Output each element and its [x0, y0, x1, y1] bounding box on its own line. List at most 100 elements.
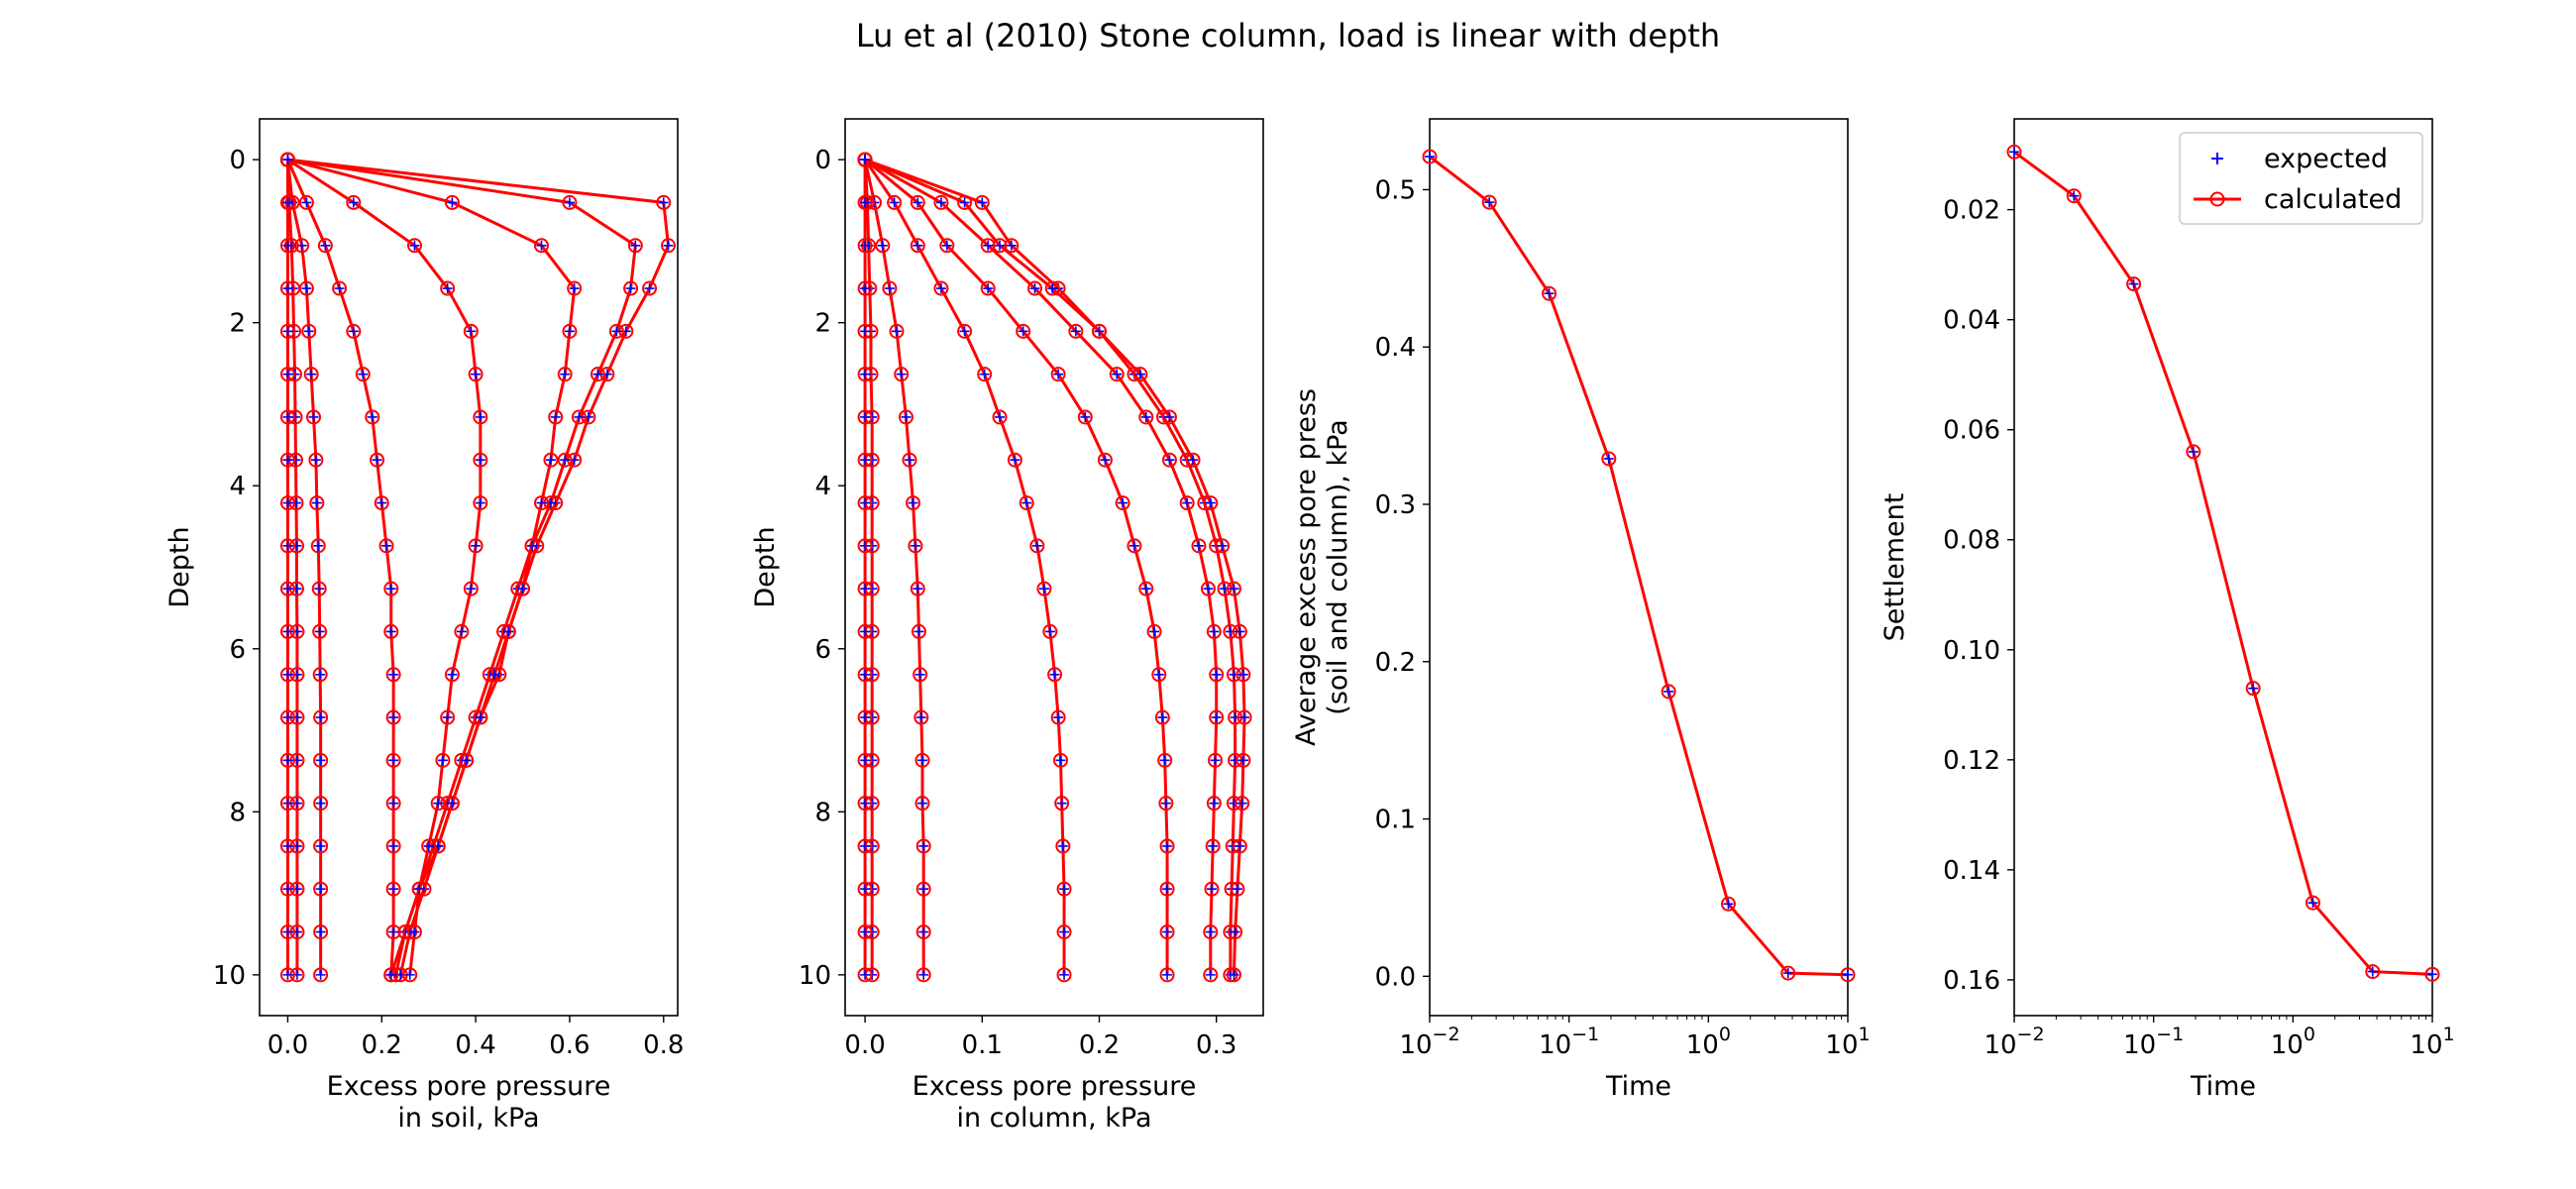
calculated-point: [406, 238, 422, 254]
calculated-point: [1050, 709, 1066, 725]
chart-column: 0.0 0.1 0.2 0.3 0 2 4 6 8 10 Excess pore pressure i…: [750, 118, 1264, 1134]
chart-settlement: 10−2 10−1 100 101 0.02 0.04 0.06 0.08 0.10 0.12 0.…: [1879, 118, 2455, 1102]
calculated-point: [533, 495, 549, 511]
calculated-point: [1092, 323, 1108, 339]
calculated-point: [627, 238, 643, 254]
expected-point: [860, 926, 871, 937]
y-tick-label: 2: [229, 309, 246, 339]
expected-point: [1229, 584, 1239, 594]
calculated-point: [430, 796, 446, 811]
calculated-point: [313, 709, 329, 725]
y-tick-label: 6: [814, 635, 831, 665]
calculated-point: [1209, 667, 1225, 683]
expected-point: [334, 283, 345, 294]
expected-point: [912, 240, 923, 251]
calculated-point: [910, 194, 925, 210]
calculated-point: [1191, 538, 1207, 554]
expected-point: [860, 497, 871, 508]
expected-point: [1205, 926, 1216, 937]
expected-point: [1603, 453, 1614, 464]
calculated-point: [1097, 452, 1113, 468]
calculated-point: [1004, 238, 1020, 254]
expected-point: [1229, 969, 1239, 980]
y-tick-label: 0.16: [1943, 966, 2000, 996]
expected-point: [2248, 683, 2259, 694]
legend-frame: [2179, 132, 2423, 225]
calculated-point: [939, 238, 955, 254]
x-tick-label: 10−1: [1539, 1024, 1599, 1060]
expected-point: [282, 197, 293, 208]
y-tick-label: 0.0: [1375, 962, 1416, 992]
y-tick-label: 0.14: [1943, 856, 2000, 886]
y-axis-label: Settlement: [1879, 493, 1910, 642]
calculated-point: [1185, 452, 1201, 468]
expected-point: [282, 926, 293, 937]
expected-point: [1134, 369, 1145, 379]
calculated-point: [406, 924, 422, 940]
calculated-point: [1056, 967, 1072, 983]
expected-point: [282, 455, 293, 466]
y-tick-label: 0.2: [1375, 648, 1416, 678]
expected-point: [2128, 278, 2139, 289]
calculated-point: [312, 667, 328, 683]
y-tick-label: 0: [229, 146, 246, 175]
expected-point: [388, 712, 399, 723]
calculated-point: [383, 581, 399, 596]
calculated-point: [1047, 667, 1063, 683]
expected-point: [1205, 969, 1216, 980]
calculated-point: [473, 495, 488, 511]
expected-point: [1217, 540, 1228, 551]
expected-point: [388, 755, 399, 766]
expected-point: [2069, 190, 2080, 201]
expected-point: [860, 411, 871, 422]
calculated-point: [1154, 709, 1170, 725]
expected-point: [1664, 686, 1674, 697]
expected-point: [388, 926, 399, 937]
x-tick-label: 0.0: [268, 1030, 308, 1060]
series-column-1: [857, 152, 1252, 983]
calculated-point: [623, 280, 639, 296]
calculated-point: [915, 838, 931, 854]
calculated-point: [1053, 752, 1069, 768]
calculated-point: [1203, 924, 1219, 940]
calculated-point: [332, 280, 348, 296]
expected-point: [1425, 152, 1435, 162]
calculated-point: [279, 709, 295, 725]
calculated-point: [500, 623, 516, 639]
y-tick-label: 8: [814, 798, 831, 827]
calculated-point: [1179, 495, 1195, 511]
expected-point: [1159, 755, 1170, 766]
expected-point: [918, 884, 929, 895]
expected-point: [1118, 497, 1128, 508]
expected-point: [917, 798, 928, 809]
calculated-point: [857, 452, 873, 468]
y-tick-label: 0.10: [1943, 636, 2000, 666]
calculated-point: [533, 238, 549, 254]
calculated-point: [1209, 709, 1225, 725]
y-tick-label: 4: [814, 472, 831, 501]
series-line: [287, 158, 637, 976]
calculated-point: [312, 623, 328, 639]
calculated-point: [463, 323, 479, 339]
calculated-point: [355, 367, 371, 382]
x-axis-label: Time: [2190, 1071, 2256, 1102]
expected-point: [385, 584, 396, 594]
y-tick-label: 10: [799, 961, 831, 991]
expected-point: [995, 411, 1006, 422]
expected-point: [423, 840, 434, 851]
calculated-point: [383, 623, 399, 639]
plot-frame: [844, 118, 1264, 1017]
expected-point: [303, 326, 314, 337]
expected-point: [860, 283, 871, 294]
calculated-point: [857, 924, 873, 940]
calculated-point: [1234, 796, 1250, 811]
expected-point: [1208, 840, 1219, 851]
expected-point: [385, 969, 396, 980]
expected-point: [367, 411, 377, 422]
expected-point: [1070, 326, 1081, 337]
expected-point: [1021, 497, 1032, 508]
calculated-point: [279, 581, 295, 596]
calculated-point: [313, 967, 329, 983]
expected-point: [2188, 446, 2199, 457]
calculated-point: [857, 709, 873, 725]
